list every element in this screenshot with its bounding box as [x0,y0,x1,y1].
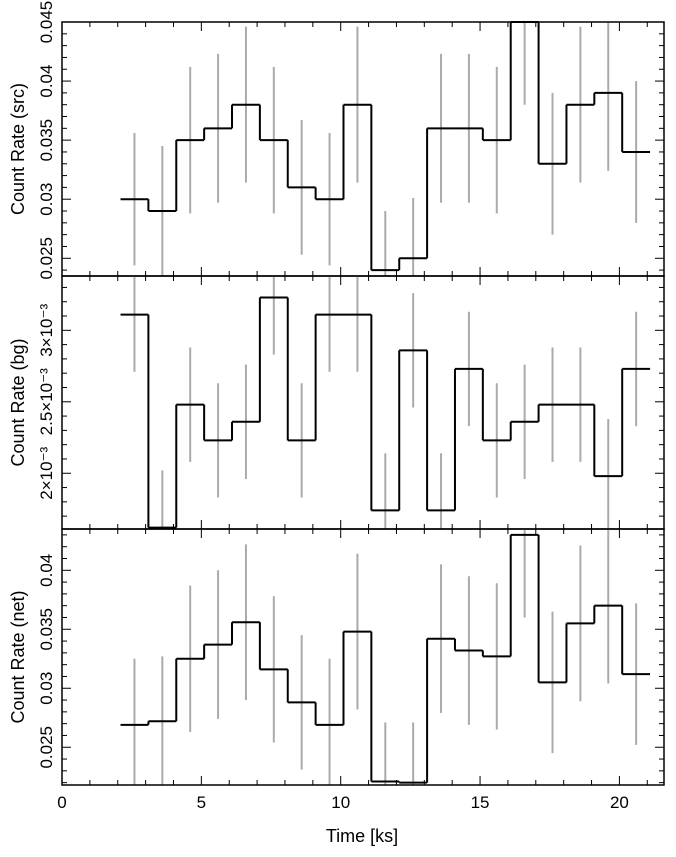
y-ticks-bg [62,286,664,517]
y-tick-label: 0.03 [37,183,56,216]
step-line-src [120,21,651,272]
y-axis-title-src: Count Rate (src) [8,83,28,215]
step-line-bg [120,296,651,529]
y-tick-label: 0.025 [37,726,56,769]
step-line-net [120,533,651,784]
y-tick-label: 2×10⁻³ [37,446,56,499]
x-tick-label: 10 [331,793,350,812]
y-tick-label: 3×10⁻³ [37,304,56,357]
y-tick-labels-bg: 2×10⁻³ 2.5×10⁻³ 3×10⁻³ [37,304,56,500]
y-tick-label: 0.04 [37,65,56,98]
error-bars-net [133,529,638,785]
y-tick-label: 0.04 [37,554,56,587]
panel-frame-src [61,21,665,277]
x-ticks-bg [61,276,648,529]
x-axis-tick-labels: 0 5 10 15 20 [57,793,629,812]
error-bars-src [133,22,638,276]
y-tick-label: 0.035 [37,608,56,651]
x-tick-label: 0 [57,793,66,812]
y-tick-label: 0.035 [37,119,56,162]
panel-bg: 2×10⁻³ 2.5×10⁻³ 3×10⁻³ Count Rate (bg) [8,275,665,530]
x-tick-label: 5 [197,793,206,812]
panel-frame-net [61,528,665,786]
y-tick-labels-src: 0.025 0.03 0.035 0.04 0.045 [37,1,56,280]
y-axis-title-net: Count Rate (net) [8,590,28,723]
panel-net: 0.025 0.03 0.035 0.04 Count Rate (net) [8,528,665,786]
y-axis-title-bg: Count Rate (bg) [8,338,28,466]
y-tick-label: 0.03 [37,672,56,705]
y-tick-labels-net: 0.025 0.03 0.035 0.04 [37,554,56,769]
chart-panels: 0.025 0.03 0.035 0.04 0.045 Count Rate (src) 2… [8,1,665,786]
y-tick-label: 0.045 [37,1,56,44]
y-ticks-src [62,21,664,271]
x-axis-title: Time [ks] [326,826,398,846]
error-bars-bg [133,276,638,529]
x-tick-label: 20 [610,793,629,812]
x-ticks-src [61,22,648,276]
y-tick-label: 0.025 [37,237,56,280]
panel-src: 0.025 0.03 0.035 0.04 0.045 Count Rate (src) [8,1,665,280]
x-ticks-net [61,529,648,785]
y-ticks-net [62,534,664,784]
x-tick-label: 15 [471,793,490,812]
y-tick-label: 2.5×10⁻³ [37,368,56,435]
